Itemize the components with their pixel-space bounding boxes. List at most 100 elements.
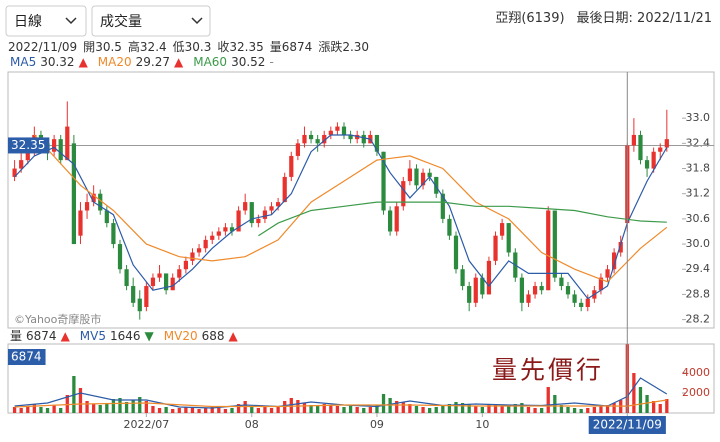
volume-bar [217,408,221,413]
volume-bar [362,408,366,413]
volume-bar [263,407,267,413]
candle-body [658,147,663,152]
volume-bar [26,406,30,413]
candle-body [374,134,380,152]
volume-bar [316,406,320,413]
candle-body [164,273,169,291]
volume-bar [19,408,23,413]
candle-body [414,168,419,186]
candle-body [19,160,24,169]
candle-body [348,134,353,140]
volume-bar [171,409,175,413]
volume-bar [230,408,234,413]
candle-body [150,277,156,287]
volume-bar [493,404,498,413]
volume-bar [309,405,313,413]
candle-body [196,248,202,253]
volume-bar [335,406,340,413]
last-date: 最後日期: 2022/11/21 [577,11,712,26]
volume-bar [197,409,201,413]
candle-body [341,126,347,135]
y-tick-label: 28.8 [686,287,711,300]
readout-label: 量 [270,40,282,54]
volume-bar [65,395,69,413]
candle-body [249,202,254,224]
readout-value: 30.3 [185,40,212,54]
volume-bar [520,403,524,413]
mv-line [14,399,667,408]
volume-bar [329,405,333,413]
candle-body [552,210,557,278]
volume-bar [322,404,326,413]
readout-label: 高 [128,39,140,54]
candle-body [104,210,109,224]
candle-body [644,160,650,169]
dropdown-box[interactable] [5,5,87,37]
legend-name: MV5 [80,329,106,343]
legend-trend: ▲ [174,55,184,69]
volume-pane [7,343,715,414]
readout-value: 32.35 [229,40,263,54]
candle-body [124,269,129,287]
legend-value: 30.32 [40,55,74,69]
candle-body [519,277,524,303]
y-tick-label: 31.8 [686,162,711,175]
x-tick-label: 08 [245,418,259,431]
volume-bar [144,401,148,413]
candle-body [420,172,426,186]
candle-body [480,277,485,295]
legend-value: 1646 [110,329,141,343]
dropdown-text[interactable]: 日線 [14,14,42,30]
candle-body [440,193,445,219]
candle-body [58,139,63,161]
candle-body [335,126,340,131]
candle-body [526,294,531,303]
candle-body [500,223,505,236]
volume-bar [513,404,517,413]
legend-name: MV20 [164,329,198,343]
indicator-dropdown[interactable]: 成交量 [91,5,211,37]
volume-bar [408,404,412,413]
dropdown-box[interactable] [91,5,211,37]
dropdown-text[interactable]: 成交量 [100,13,142,30]
chevron[interactable] [65,17,77,25]
candle-body [447,218,452,236]
x-tick-label: 09 [370,418,384,431]
candle-body [12,168,17,177]
candle-body [434,176,439,194]
y-tick-label: 28.2 [686,313,711,326]
candle-body [256,218,261,224]
candle-body [355,134,360,140]
volume-bar [157,408,162,413]
volume-bar [283,401,287,413]
current-price-box [8,137,50,154]
volume-bar [236,404,241,413]
current-volume-text: 6874 [11,350,42,364]
candle-body [91,193,96,203]
volume-bar [480,407,484,413]
volume-bar [85,401,89,413]
candle-body [131,286,136,303]
chevron[interactable] [191,17,203,25]
candle-body [467,286,472,303]
period-dropdown[interactable]: 日線 [5,5,87,37]
candle-body [65,126,70,161]
legend-trend: ▲ [61,329,71,343]
mv-line [14,377,668,409]
volume-bar [111,399,116,413]
readout-label: 低 [173,40,185,54]
candle-body [282,176,287,203]
volume-bar [302,403,307,413]
volume-bar [289,398,293,413]
volume-bar [434,407,438,413]
x-tick-label: 2022/11/09 [593,418,662,432]
volume-bar [428,408,432,413]
candle-body [394,206,399,232]
candle-body [579,302,584,308]
volume-bar [59,408,63,413]
volume-bar [460,403,465,413]
candle-body [565,286,571,295]
candle-body [276,202,281,207]
volume-bar [638,387,643,413]
volume-bar [52,405,56,413]
